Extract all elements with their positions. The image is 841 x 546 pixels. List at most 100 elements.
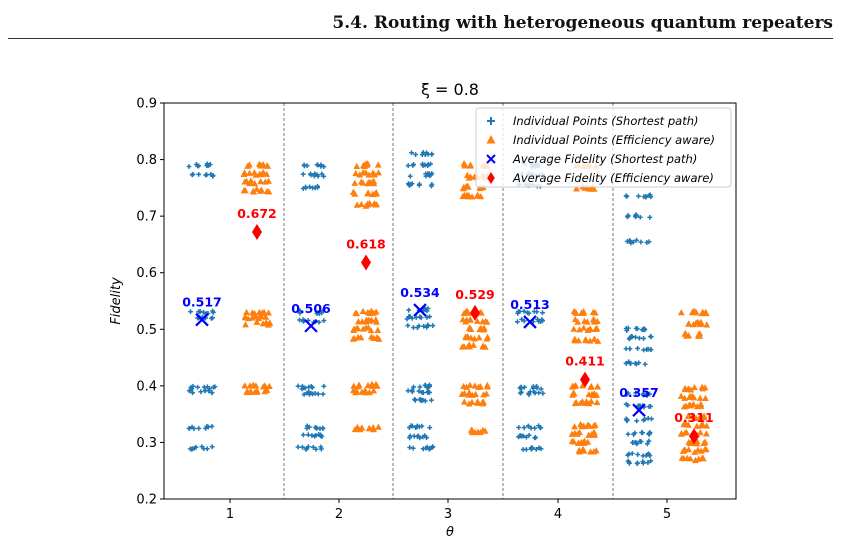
shortest-path-point [530,385,536,391]
efficiency-aware-point [246,169,254,176]
shortest-path-point [314,311,320,316]
shortest-path-point [321,318,327,323]
shortest-path-point [420,390,426,395]
average-efficiency-aware-marker [580,371,590,388]
shortest-path-point [406,307,412,313]
efficiency-aware-point [477,324,485,331]
shortest-path-point [424,315,430,320]
efficiency-aware-point [692,456,699,464]
shortest-path-point [648,403,653,409]
average-shortest-path-label: 0.357 [619,385,659,400]
efficiency-aware-point [359,307,367,315]
y-tick-label: 0.3 [136,436,157,451]
efficiency-aware-point [370,387,378,394]
shortest-path-point [295,383,301,389]
efficiency-aware-point [460,309,468,316]
shortest-path-point [310,391,316,397]
efficiency-aware-point [585,390,593,398]
y-tick-label: 0.8 [136,153,157,168]
efficiency-aware-point [361,387,369,394]
shortest-path-point [643,452,649,458]
shortest-path-point [300,171,306,177]
efficiency-aware-point [458,390,466,397]
shortest-path-point [188,387,194,393]
shortest-path-point [540,390,546,396]
shortest-path-point [320,425,326,431]
shortest-path-point [300,432,306,438]
efficiency-aware-point [692,309,700,316]
y-tick-label: 0.6 [136,266,157,281]
efficiency-aware-point [589,184,597,191]
shortest-path-point [534,309,540,315]
efficiency-aware-point [366,388,373,396]
efficiency-aware-point [263,386,271,393]
shortest-path-point [304,425,310,431]
shortest-path-point [638,239,644,245]
shortest-path-point [306,384,312,390]
shortest-path-point [625,325,631,331]
efficiency-aware-point [699,421,707,429]
shortest-path-point [411,161,416,167]
shortest-path-point [412,397,418,403]
y-tick-label: 0.7 [136,210,157,225]
efficiency-aware-point [593,398,601,406]
shortest-path-point [520,447,526,452]
shortest-path-point [209,423,215,429]
efficiency-aware-point [691,383,698,391]
shortest-path-point [204,161,210,167]
shortest-path-point [297,308,303,314]
legend-diamond-icon [487,172,495,184]
efficiency-aware-point [251,180,259,187]
shortest-path-point [517,309,523,314]
efficiency-aware-point [463,191,471,198]
efficiency-aware-point [570,390,578,397]
shortest-path-point [643,194,649,199]
shortest-path-point [536,390,542,396]
shortest-path-point [641,327,647,332]
efficiency-aware-point [484,333,491,340]
efficiency-aware-point [265,309,272,316]
legend-label: Average Fidelity (Shortest path) [512,152,697,166]
shortest-path-point [641,391,646,396]
efficiency-aware-point [574,318,582,325]
efficiency-aware-point [701,446,709,453]
efficiency-aware-point [242,314,249,321]
shortest-path-point [190,390,195,396]
x-tick-label: 1 [226,507,234,522]
efficiency-aware-point [579,382,586,389]
shortest-path-point [641,417,646,423]
shortest-path-point [525,310,530,316]
shortest-path-point [203,426,208,431]
x-axis: 1 2 3 4 5 [226,499,671,522]
efficiency-aware-point [570,438,578,445]
shortest-path-point [626,336,632,342]
legend-triangle-icon [486,135,496,144]
efficiency-aware-point [677,309,685,316]
shortest-path-point [300,383,305,389]
efficiency-aware-point [357,178,365,185]
efficiency-aware-point [373,318,380,325]
shortest-path-point [417,181,422,187]
efficiency-aware-point [350,382,358,389]
efficiency-aware-point [367,308,375,316]
average-efficiency-aware-label: 0.411 [565,354,605,369]
shortest-path-point [196,425,202,431]
shortest-path-point [521,318,527,324]
efficiency-aware-point [677,392,685,399]
shortest-path-point [631,432,636,437]
shortest-path-point [634,461,640,466]
efficiency-aware-point [578,309,586,316]
average-efficiency-aware-marker [252,223,262,240]
x-tick-label: 4 [554,507,562,522]
average-efficiency-aware-marker [361,254,371,271]
efficiency-aware-point [578,422,586,429]
shortest-path-point [635,452,641,457]
shortest-path-point [623,346,629,352]
shortest-path-point [625,402,631,408]
efficiency-aware-point [256,170,263,177]
efficiency-aware-point [362,169,370,176]
shortest-path-point [625,458,631,464]
y-tick-label: 0.5 [136,323,157,338]
x-tick-label: 3 [444,507,452,522]
